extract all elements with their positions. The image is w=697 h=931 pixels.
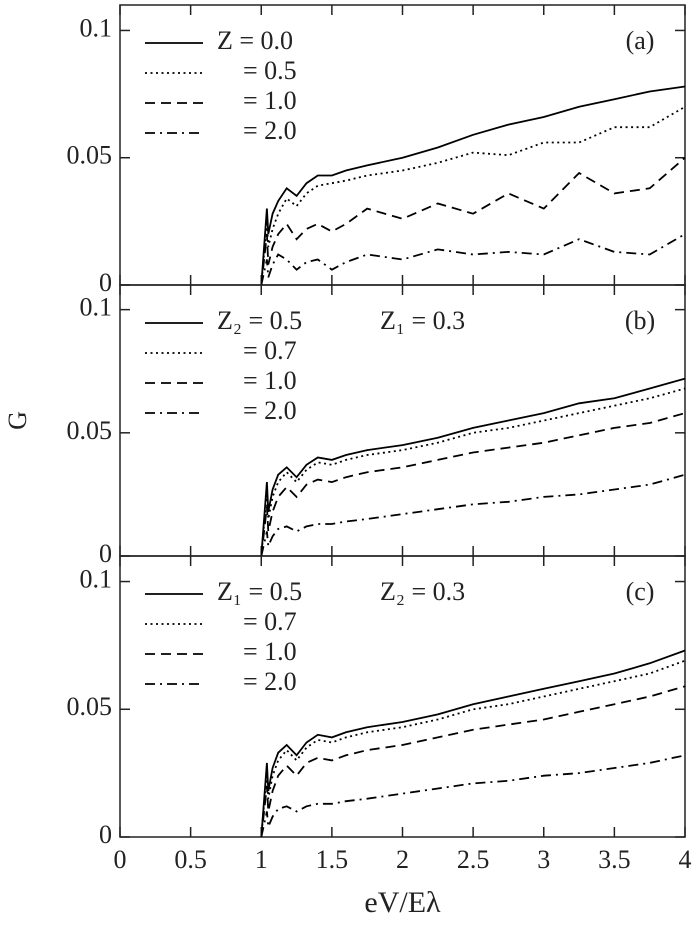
legend-label: = 1.0 bbox=[243, 86, 297, 115]
x-tick-label: 3 bbox=[537, 845, 550, 874]
legend-label: = 1.0 bbox=[243, 366, 297, 395]
legend-label: = 0.5 bbox=[243, 56, 297, 85]
panel-label: (a) bbox=[626, 26, 655, 55]
legend-label: = 1.0 bbox=[243, 637, 297, 666]
panel-label: (c) bbox=[626, 577, 655, 606]
annotation: Z₂ = 0.3 bbox=[380, 577, 465, 606]
legend-label: = 2.0 bbox=[243, 396, 297, 425]
page: 00.050.1Z = 0.0= 0.5= 1.0= 2.0(a)00.050.… bbox=[0, 0, 697, 931]
legend-label: = 2.0 bbox=[243, 667, 297, 696]
legend-label: = 0.7 bbox=[243, 607, 297, 636]
y-tick-label: 0 bbox=[99, 820, 112, 849]
y-tick-label: 0.05 bbox=[67, 416, 113, 445]
annotation: Z₁ = 0.3 bbox=[380, 306, 465, 335]
y-tick-label: 0.05 bbox=[67, 141, 113, 170]
legend-label: Z = 0.0 bbox=[217, 26, 293, 55]
x-tick-label: 1.5 bbox=[316, 845, 349, 874]
x-tick-label: 4 bbox=[679, 845, 692, 874]
x-tick-label: 0 bbox=[114, 845, 127, 874]
y-tick-label: 0.1 bbox=[80, 13, 113, 42]
y-tick-label: 0.05 bbox=[67, 692, 113, 721]
x-tick-label: 2.5 bbox=[457, 845, 490, 874]
x-tick-label: 0.5 bbox=[174, 845, 207, 874]
y-axis-title: G bbox=[3, 411, 32, 430]
x-tick-label: 1 bbox=[255, 845, 268, 874]
legend-label: = 2.0 bbox=[243, 116, 297, 145]
legend-label: = 0.7 bbox=[243, 336, 297, 365]
legend-label: Z₂ = 0.5 bbox=[217, 306, 302, 335]
chart: 00.050.1Z = 0.0= 0.5= 1.0= 2.0(a)00.050.… bbox=[0, 0, 697, 931]
panel-label: (b) bbox=[625, 306, 655, 335]
x-axis-title: eV/Eλ bbox=[364, 886, 441, 919]
y-tick-label: 0.1 bbox=[80, 565, 113, 594]
x-tick-label: 2 bbox=[396, 845, 409, 874]
background bbox=[0, 0, 697, 931]
legend-label: Z₁ = 0.5 bbox=[217, 577, 302, 606]
y-tick-label: 0.1 bbox=[80, 293, 113, 322]
x-tick-label: 3.5 bbox=[598, 845, 631, 874]
